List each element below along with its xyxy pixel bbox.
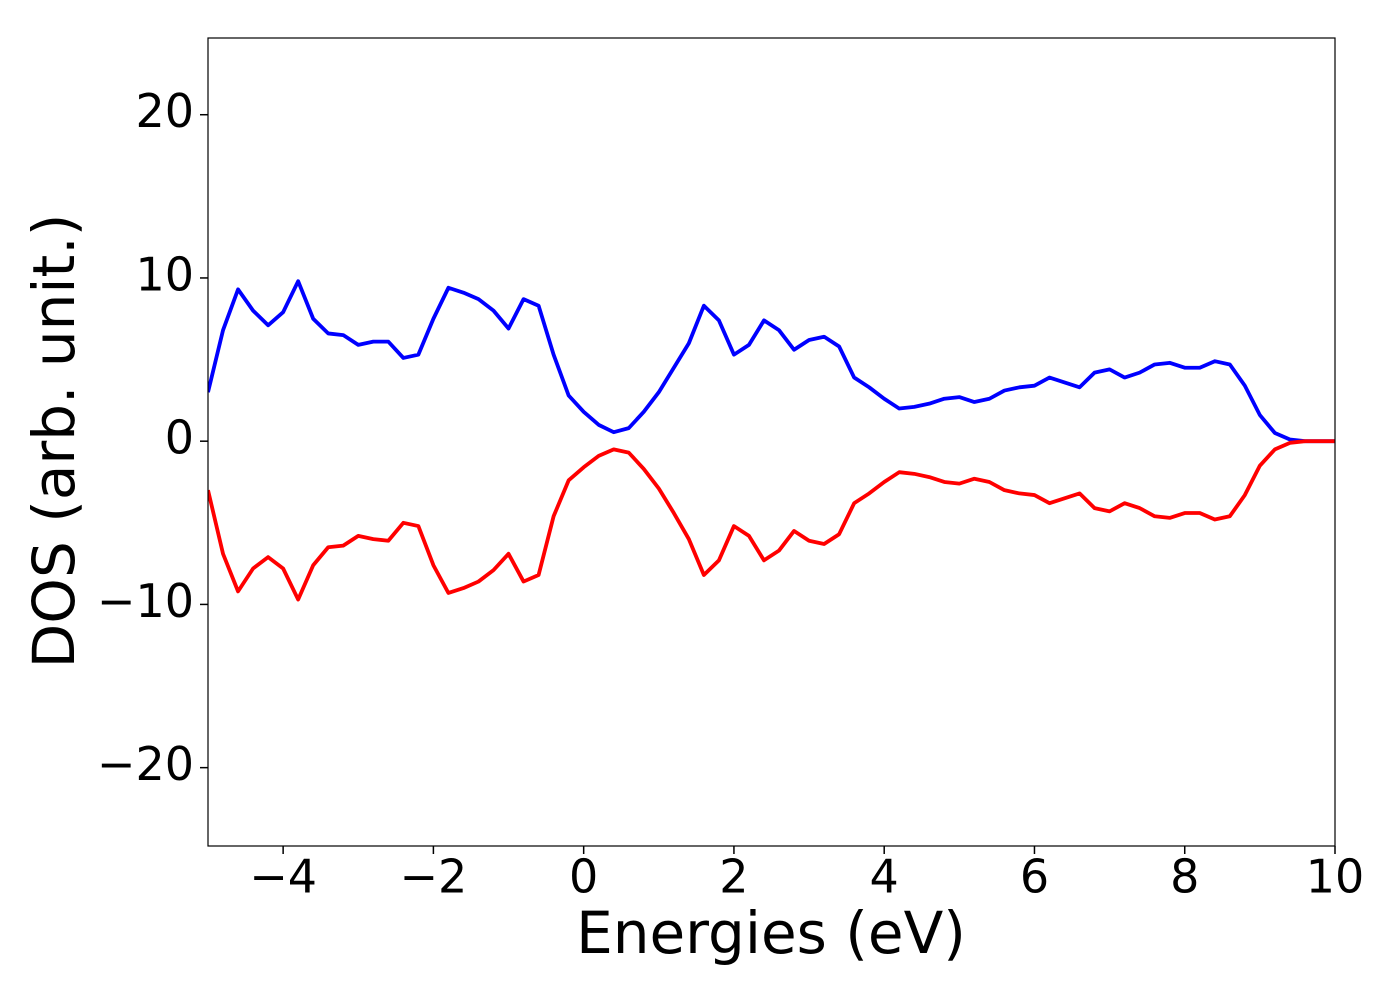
x-axis-label: Energies (eV) [576, 899, 966, 967]
x-tick-label: −4 [249, 850, 317, 904]
y-axis-label: DOS (arb. unit.) [20, 214, 88, 669]
data-line [208, 439, 1335, 602]
x-tick-label: 8 [1170, 850, 1199, 904]
y-tick-label: 10 [135, 247, 194, 301]
x-tick-label: 10 [1306, 850, 1365, 904]
y-tick-label: −20 [97, 737, 194, 791]
plot-frame [207, 37, 1336, 847]
y-tick-label: 0 [165, 411, 194, 465]
x-tick-label: 6 [1020, 850, 1049, 904]
x-tick-label: 2 [719, 850, 748, 904]
x-tick-label: 0 [569, 850, 598, 904]
data-line [208, 279, 1335, 444]
y-tick-label: 20 [135, 84, 194, 138]
x-tick-label: −2 [399, 850, 467, 904]
x-tick-label: 4 [870, 850, 899, 904]
y-tick-label: −10 [97, 574, 194, 628]
